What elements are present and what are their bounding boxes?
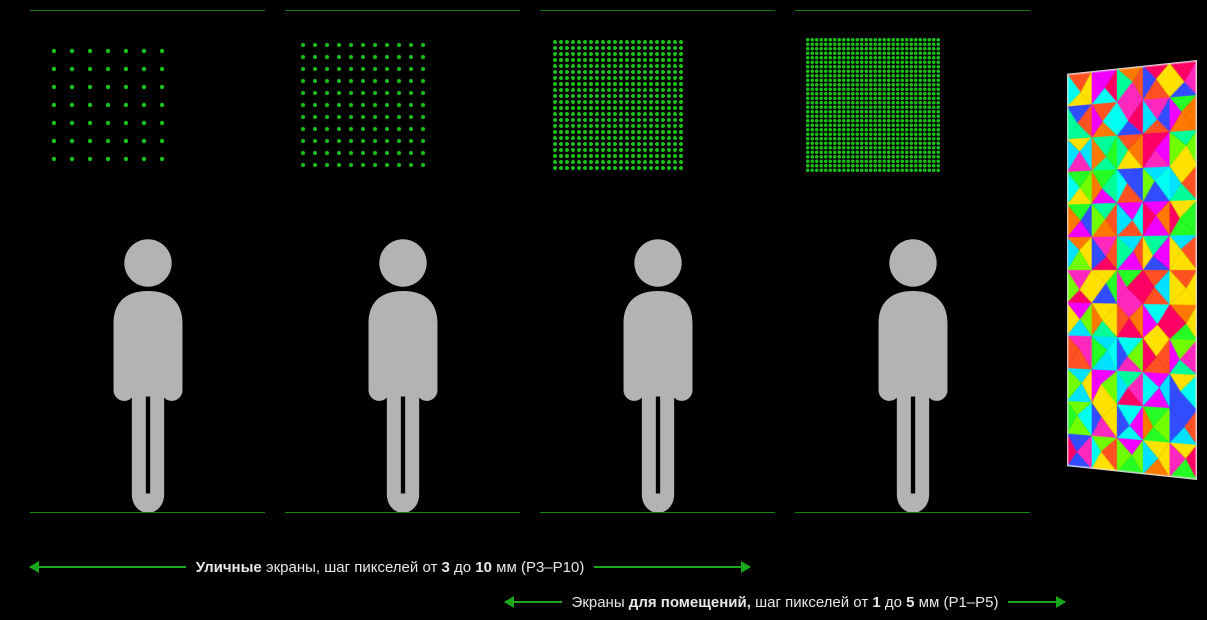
range-label-outdoor: Уличные экраны, шаг пикселей от 3 до 10 … <box>186 559 595 576</box>
ground-rule <box>30 512 1030 514</box>
pixel-panels-row <box>30 30 1030 180</box>
person-icon <box>285 230 520 520</box>
pixel-panel-p4 <box>540 30 775 180</box>
top-rule-seg <box>285 10 520 11</box>
arrow-left-icon <box>30 566 186 568</box>
range-label-indoor: Экраны для помещений, шаг пикселей от 1 … <box>562 594 1009 611</box>
arrow-right-icon <box>1008 601 1065 603</box>
ground-rule-seg <box>540 512 775 513</box>
person-icon <box>30 230 265 520</box>
pixel-panel-p6 <box>285 30 520 180</box>
top-rule-seg <box>30 10 265 11</box>
range-arrow-outdoor: Уличные экраны, шаг пикселей от 3 до 10 … <box>30 555 750 579</box>
top-rule <box>30 10 1030 11</box>
pixel-panel-p10 <box>30 30 265 180</box>
arrow-right-icon <box>594 566 750 568</box>
person-icon <box>795 230 1030 520</box>
top-rule-seg <box>795 10 1030 11</box>
top-rule-seg <box>540 10 775 11</box>
led-screen-panel <box>1067 60 1197 480</box>
range-arrow-indoor: Экраны для помещений, шаг пикселей от 1 … <box>505 590 1065 614</box>
arrow-left-icon <box>505 601 562 603</box>
ground-rule-seg <box>285 512 520 513</box>
person-row <box>30 230 1030 520</box>
ground-rule-seg <box>795 512 1030 513</box>
ground-rule-seg <box>30 512 265 513</box>
pixel-panel-p2 <box>795 30 1030 180</box>
person-icon <box>540 230 775 520</box>
